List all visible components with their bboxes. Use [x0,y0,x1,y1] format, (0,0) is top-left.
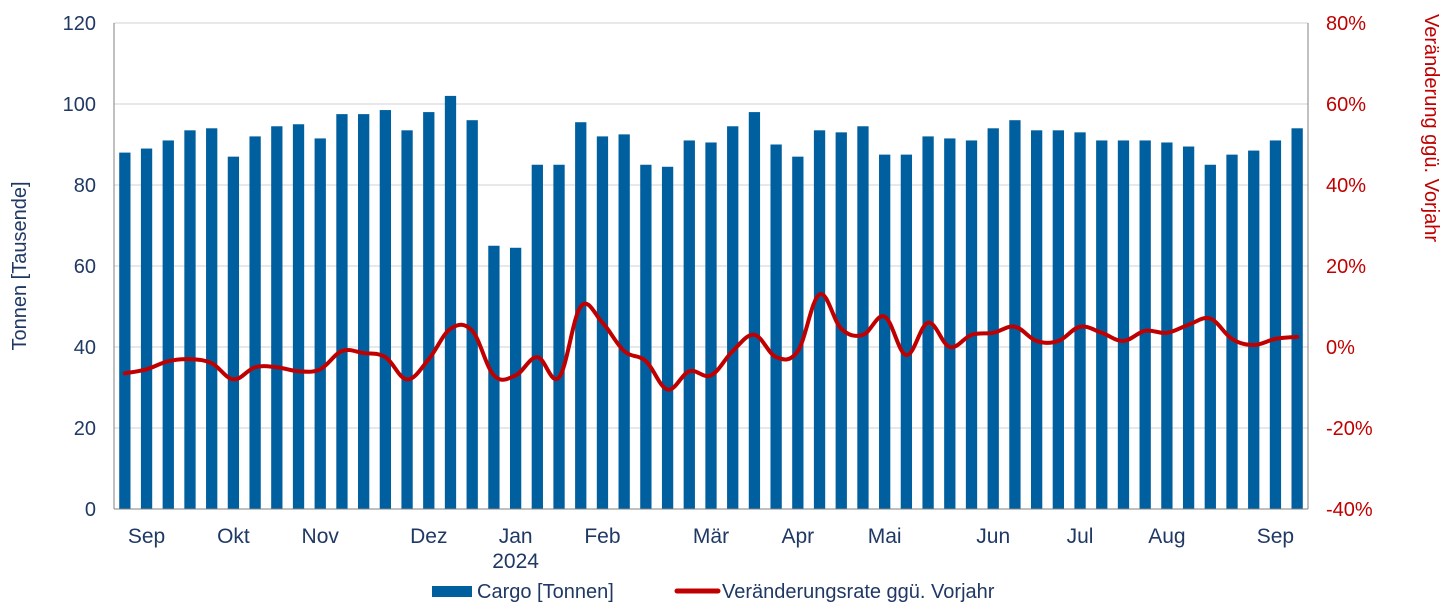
y-right-tick-label: -20% [1326,418,1373,440]
y-left-tick-label: 20 [74,418,96,440]
bar [292,124,305,509]
line-series [122,292,1300,392]
bar [271,126,283,510]
y-left-tick-label: 0 [85,499,96,521]
bar [1182,146,1195,509]
x-tick-label: Jan [499,525,533,548]
bar [444,95,457,510]
bar [618,134,630,509]
bar [770,144,782,509]
bar [1291,128,1303,510]
y-axis-right-title: Veränderung ggü. Vorjahr [1420,14,1442,242]
y-right-tick-label: 40% [1326,175,1366,197]
x-tick-label: Sep [128,525,165,548]
bar [379,110,392,509]
x-tick-label: Mai [868,525,902,548]
y-axis-left-title: Tonnen [Tausende] [9,181,31,350]
bar [705,142,717,509]
bar [683,140,695,509]
x-tick-label: Okt [217,525,250,548]
x-tick-label: Nov [302,525,340,548]
bar [184,130,196,509]
bar [227,156,240,509]
bar [857,126,869,510]
legend: Cargo [Tonnen] Veränderungsrate ggü. Vor… [432,581,995,603]
bar [575,122,587,509]
y-left-tick-label: 120 [63,13,96,35]
x-tick-label: Apr [781,525,814,548]
x-tick-label: Jul [1067,525,1094,548]
y-left-tick-label: 80 [74,175,96,197]
legend-label-line: Veränderungsrate ggü. Vorjahr [722,581,995,603]
x-tick-label: Mär [693,525,729,548]
bar [140,148,153,510]
bar [661,166,674,509]
y-left-tick-label: 60 [74,256,96,278]
bar [879,154,891,509]
bar [1096,140,1108,509]
bar [119,152,131,509]
bar [401,130,413,509]
bar [1161,142,1173,509]
y-right-tick-label: 60% [1326,94,1366,116]
bar [314,138,326,510]
bar [509,247,522,509]
legend-label-bar: Cargo [Tonnen] [477,581,614,603]
x-tick-label: Sep [1257,525,1294,548]
x-tick-label: Feb [584,525,620,548]
bar [748,112,761,509]
legend-swatch-bar [432,586,472,597]
bar [1030,130,1043,509]
bar [249,136,261,509]
bar [965,140,978,509]
x-tick-label: Dez [410,525,447,548]
bar [835,132,847,509]
line-path [122,292,1300,392]
bar [1248,150,1260,509]
y-right-tick-label: 0% [1326,337,1355,359]
bar [466,120,478,509]
bar [336,114,348,509]
bar [1269,140,1282,509]
x-tick-label: Jun [976,525,1010,548]
bar [423,112,435,509]
bar [531,164,543,509]
x-tick-label: Aug [1148,525,1185,548]
bar [1226,154,1238,509]
y-left-tick-label: 100 [63,94,96,116]
y-right-tick-label: -40% [1326,499,1373,521]
y-right-tick-label: 20% [1326,256,1366,278]
bar [987,128,999,510]
bar [727,126,739,510]
bar [358,114,370,509]
axes [113,23,1309,510]
y-right-tick-label: 80% [1326,13,1366,35]
bar [162,140,174,509]
bar [1009,120,1021,509]
x-tick-label: 2024 [492,550,539,573]
bar [640,164,652,509]
bar [1204,164,1216,509]
bar [944,138,956,510]
bar [553,164,565,509]
bar [1074,132,1086,509]
bar [1117,140,1130,509]
y-left-tick-label: 40 [74,337,96,359]
bar [206,128,218,510]
bar [1139,140,1151,509]
bar-series [119,95,1303,510]
tick-labels: 0 20 40 60 80 100 120 -40% -20% 0% 20% 40% 60% 80% Sep… [63,13,1373,573]
bar [813,130,826,509]
bar [1052,130,1064,509]
bar [900,154,913,509]
bar [792,156,804,509]
